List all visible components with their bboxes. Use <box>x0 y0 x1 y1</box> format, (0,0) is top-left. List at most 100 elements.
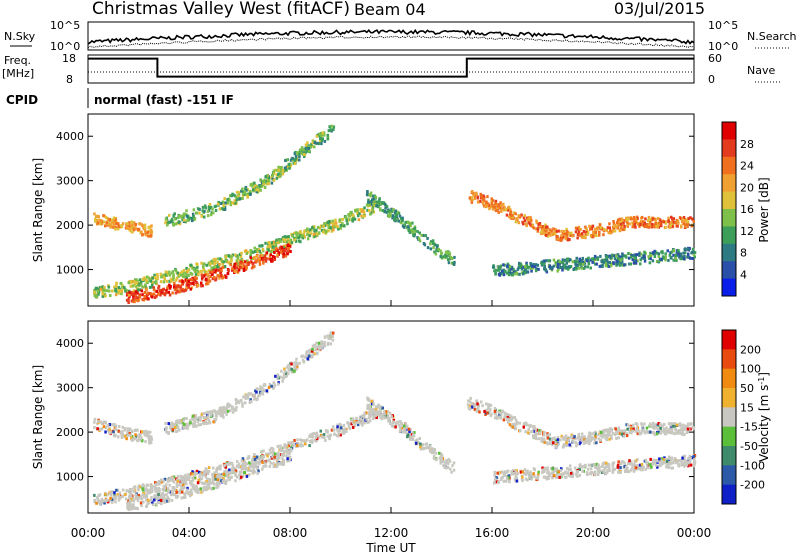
echo-cell <box>132 228 136 232</box>
echo-cell <box>486 407 490 411</box>
echo-cell <box>495 268 498 272</box>
echo-cell <box>490 202 494 206</box>
echo-cell <box>680 460 683 464</box>
echo-cell <box>573 435 576 439</box>
echo-cell <box>212 269 215 272</box>
echo-cell <box>587 435 590 439</box>
echo-cell <box>114 500 117 504</box>
echo-cell <box>126 433 130 437</box>
echo-cell <box>292 444 295 447</box>
echo-cell <box>226 201 230 205</box>
echo-cell <box>389 211 392 215</box>
echo-cell <box>634 261 638 265</box>
echo-cell <box>224 462 228 466</box>
echo-cell <box>291 158 295 162</box>
echo-cell <box>149 231 152 235</box>
echo-cell <box>268 452 271 456</box>
echo-cell <box>671 461 675 465</box>
echo-cell <box>271 454 275 457</box>
echo-cell <box>531 223 534 227</box>
echo-cell <box>187 274 190 277</box>
echo-cell <box>310 144 314 148</box>
echo-cell <box>625 216 628 220</box>
echo-cell <box>99 222 102 226</box>
echo-cell <box>102 294 106 298</box>
echo-cell <box>677 463 680 467</box>
echo-cell <box>616 463 620 467</box>
echo-cell <box>416 236 419 240</box>
echo-cell <box>290 240 294 244</box>
echo-cell <box>223 470 226 473</box>
echo-cell <box>578 257 581 261</box>
echo-cell <box>191 414 195 418</box>
echo-cell <box>114 424 118 428</box>
echo-cell <box>124 492 127 496</box>
echo-cell <box>315 228 318 232</box>
echo-cell <box>358 415 362 419</box>
echo-cell <box>663 423 666 426</box>
echo-cell <box>351 426 355 429</box>
echo-cell <box>601 265 604 268</box>
echo-cell <box>269 257 273 261</box>
echo-cell <box>640 431 643 435</box>
echo-cell <box>234 469 238 473</box>
echo-cell <box>576 236 579 240</box>
echo-cell <box>190 481 193 485</box>
echo-cell <box>149 234 153 238</box>
echo-cell <box>501 475 505 479</box>
echo-cell <box>561 231 565 235</box>
echo-cell <box>329 226 332 229</box>
echo-cell <box>683 458 687 462</box>
echo-cell <box>281 448 284 452</box>
echo-cell <box>602 430 606 434</box>
echo-cell <box>197 416 201 420</box>
echo-cell <box>129 229 133 233</box>
echo-cell <box>449 255 453 259</box>
echo-cell <box>102 425 106 429</box>
echo-cell <box>245 467 249 471</box>
echo-cell <box>611 253 614 257</box>
echo-cell <box>490 197 493 201</box>
echo-cell <box>330 124 334 128</box>
echo-cell <box>241 193 245 197</box>
echo-cell <box>281 248 285 252</box>
echo-cell <box>193 473 196 477</box>
echo-cell <box>579 436 583 440</box>
echo-cell <box>579 262 582 266</box>
echo-cell <box>216 485 219 489</box>
echo-cell <box>534 437 538 441</box>
echo-cell <box>277 381 280 385</box>
echo-cell <box>498 412 501 416</box>
echo-cell <box>529 222 532 226</box>
echo-cell <box>177 428 180 432</box>
echo-cell <box>329 342 333 346</box>
echo-cell <box>429 240 433 244</box>
echo-cell <box>592 463 595 466</box>
echo-cell <box>558 262 561 266</box>
echo-cell <box>578 259 582 263</box>
echo-cell <box>335 427 339 431</box>
echo-cell <box>509 214 512 218</box>
colorbar-tick-label: 20 <box>740 181 754 194</box>
echo-cell <box>623 429 627 433</box>
echo-cell <box>128 501 131 505</box>
echo-cell <box>470 196 473 199</box>
echo-cell <box>615 436 618 440</box>
echo-cell <box>510 424 513 428</box>
echo-cell <box>665 458 669 461</box>
echo-cell <box>204 411 208 415</box>
echo-cell <box>631 223 635 226</box>
echo-cell <box>642 428 645 432</box>
echo-cell <box>647 225 651 229</box>
echo-cell <box>653 249 656 253</box>
echo-cell <box>650 222 654 226</box>
echo-cell <box>112 216 116 220</box>
echo-cell <box>565 229 569 233</box>
echo-cell <box>254 188 257 192</box>
echo-cell <box>602 233 605 237</box>
echo-cell <box>279 444 282 448</box>
echo-cell <box>153 276 157 280</box>
echo-cell <box>323 222 326 226</box>
echo-cell <box>320 228 324 232</box>
